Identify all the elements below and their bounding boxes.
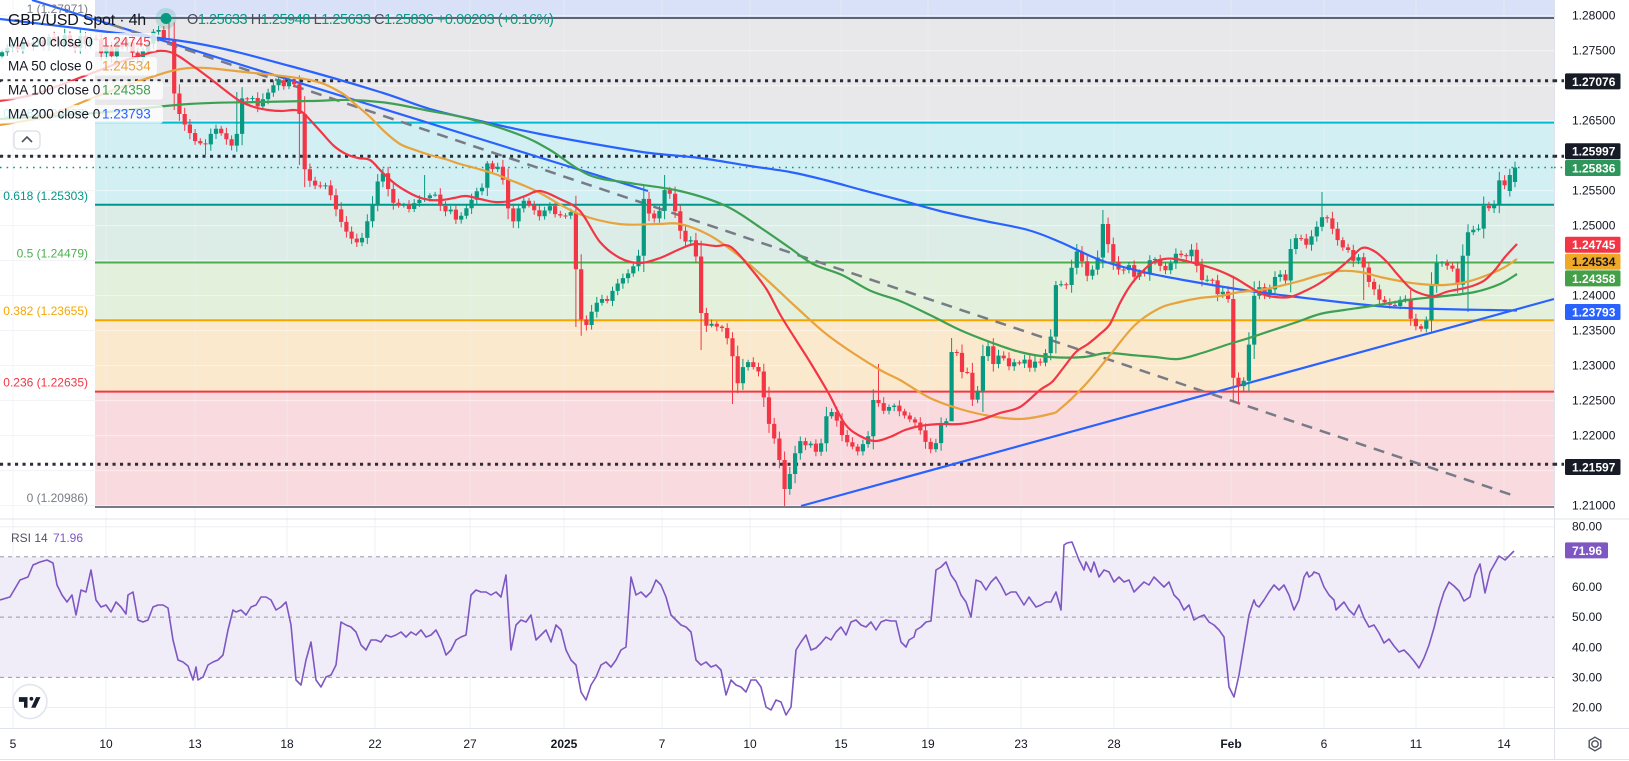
svg-text:Feb: Feb — [1220, 737, 1241, 751]
svg-text:23: 23 — [1014, 737, 1028, 751]
svg-text:MA 50 close 0: MA 50 close 0 — [8, 59, 93, 74]
svg-text:14: 14 — [1497, 737, 1511, 751]
svg-text:1.25997: 1.25997 — [1572, 145, 1616, 159]
svg-text:1.24000: 1.24000 — [1572, 289, 1616, 303]
svg-text:13: 13 — [188, 737, 202, 751]
svg-text:19: 19 — [921, 737, 935, 751]
svg-text:7: 7 — [659, 737, 666, 751]
svg-text:1.24745: 1.24745 — [102, 35, 151, 50]
svg-text:28: 28 — [1107, 737, 1121, 751]
svg-text:80.00: 80.00 — [1572, 520, 1602, 534]
svg-text:15: 15 — [834, 737, 848, 751]
svg-text:GBP/USD Spot · 4h: GBP/USD Spot · 4h — [8, 12, 146, 29]
svg-text:2025: 2025 — [551, 737, 578, 751]
svg-text:5: 5 — [10, 737, 17, 751]
svg-text:60.00: 60.00 — [1572, 580, 1602, 594]
svg-text:1.24745: 1.24745 — [1572, 238, 1616, 252]
svg-text:11: 11 — [1410, 737, 1423, 751]
svg-text:1.24534: 1.24534 — [102, 59, 151, 74]
svg-text:RSI 14: RSI 14 — [11, 531, 48, 545]
svg-text:1.24358: 1.24358 — [1572, 272, 1616, 286]
svg-text:MA 20 close 0: MA 20 close 0 — [8, 35, 93, 50]
svg-text:1 (1.27971): 1 (1.27971) — [27, 2, 88, 16]
svg-text:1.23793: 1.23793 — [102, 107, 151, 122]
svg-text:1.24358: 1.24358 — [102, 83, 151, 98]
svg-text:1.25000: 1.25000 — [1572, 219, 1616, 233]
svg-text:1.23500: 1.23500 — [1572, 324, 1616, 338]
svg-text:O1.25633 H1.25948 L1.25633 C1.: O1.25633 H1.25948 L1.25633 C1.25836 +0.0… — [187, 12, 553, 28]
svg-text:20.00: 20.00 — [1572, 701, 1602, 715]
svg-text:1.23000: 1.23000 — [1572, 359, 1616, 373]
svg-text:1.24534: 1.24534 — [1572, 255, 1616, 269]
svg-text:MA 100 close 0: MA 100 close 0 — [8, 83, 100, 98]
svg-text:18: 18 — [280, 737, 294, 751]
svg-text:1.25836: 1.25836 — [1572, 161, 1616, 175]
svg-text:1.23793: 1.23793 — [1572, 305, 1616, 319]
svg-text:1.27076: 1.27076 — [1572, 75, 1616, 89]
svg-text:1.21597: 1.21597 — [1572, 460, 1616, 474]
svg-text:10: 10 — [99, 737, 113, 751]
svg-text:1.27500: 1.27500 — [1572, 44, 1616, 58]
svg-text:MA 200 close 0: MA 200 close 0 — [8, 107, 100, 122]
svg-text:1.25500: 1.25500 — [1572, 184, 1616, 198]
svg-text:1.22500: 1.22500 — [1572, 394, 1616, 408]
svg-text:40.00: 40.00 — [1572, 640, 1602, 654]
svg-text:1.22000: 1.22000 — [1572, 429, 1616, 443]
svg-text:22: 22 — [368, 737, 382, 751]
svg-text:50.00: 50.00 — [1572, 610, 1602, 624]
svg-text:6: 6 — [1321, 737, 1328, 751]
svg-text:10: 10 — [743, 737, 757, 751]
svg-text:1.21000: 1.21000 — [1572, 499, 1616, 513]
svg-text:1.28000: 1.28000 — [1572, 9, 1616, 23]
svg-text:27: 27 — [463, 737, 477, 751]
svg-text:0.236 (1.22635): 0.236 (1.22635) — [3, 376, 88, 390]
svg-text:0.618 (1.25303): 0.618 (1.25303) — [3, 189, 88, 203]
svg-text:71.96: 71.96 — [53, 531, 83, 545]
svg-text:71.96: 71.96 — [1572, 544, 1602, 558]
svg-text:0.382 (1.23655): 0.382 (1.23655) — [3, 304, 88, 318]
svg-text:30.00: 30.00 — [1572, 670, 1602, 684]
svg-text:0.5 (1.24479): 0.5 (1.24479) — [17, 247, 88, 261]
svg-text:0 (1.20986): 0 (1.20986) — [27, 491, 88, 505]
svg-text:1.26500: 1.26500 — [1572, 114, 1616, 128]
